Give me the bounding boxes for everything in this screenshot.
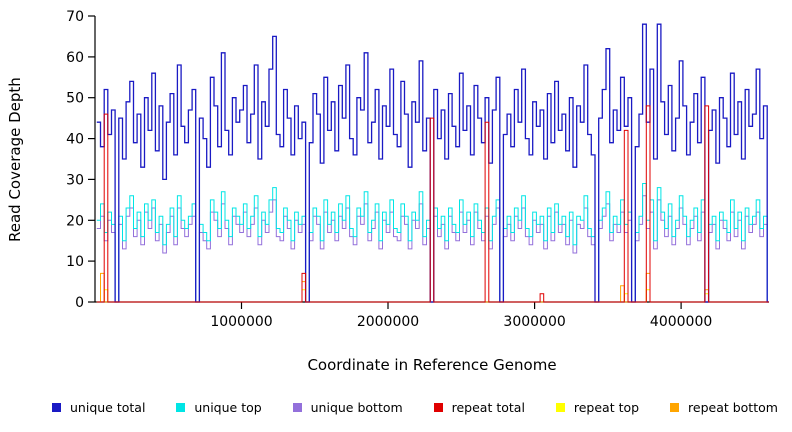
repeat-bottom-swatch-icon	[670, 402, 680, 412]
repeat-top-swatch-icon	[555, 402, 565, 412]
legend-item-repeat-bottom: repeat bottom	[670, 400, 778, 415]
legend-label: unique top	[194, 399, 262, 415]
series-repeat-total	[96, 105, 769, 303]
y-tick-label: 10	[66, 254, 84, 270]
legend-label: repeat top	[573, 399, 640, 415]
y-tick-label: 70	[66, 9, 84, 25]
y-tick-label: 20	[66, 213, 84, 229]
legend-item-unique-total: unique total	[52, 400, 145, 415]
legend-label: repeat total	[451, 399, 525, 415]
unique-top-swatch-icon	[176, 402, 186, 412]
legend-item-repeat-top: repeat top	[555, 399, 640, 415]
x-tick-label: 2000000	[357, 314, 419, 330]
series-unique-top	[96, 183, 769, 303]
legend-label: unique total	[70, 399, 146, 415]
legend-item-repeat-total: repeat total	[433, 399, 525, 415]
y-tick-label: 0	[75, 295, 84, 311]
legend-label: repeat bottom	[688, 399, 778, 415]
unique-total-swatch-icon	[52, 402, 61, 412]
legend-item-unique-bottom: unique bottom	[292, 399, 403, 415]
y-tick-label: 60	[66, 50, 84, 66]
x-tick-label: 3000000	[503, 314, 565, 330]
x-tick-label: 1000000	[210, 314, 272, 330]
series-unique-total	[96, 23, 769, 303]
unique-bottom-swatch-icon	[292, 402, 302, 412]
coverage-chart: 0 10 20 30 40 50 60 70 1000000 2000000 3000000 4000…	[66, 9, 769, 330]
y-axis-label: Read Coverage Depth	[6, 77, 24, 243]
y-tick-label: 40	[66, 132, 84, 148]
x-tick-label: 4000000	[650, 314, 712, 330]
repeat-total-swatch-icon	[433, 402, 443, 412]
series-repeat-top	[96, 289, 769, 303]
y-tick-label: 50	[66, 91, 84, 107]
legend-item-unique-top: unique top	[176, 399, 262, 415]
x-axis-label: Coordinate in Reference Genome	[307, 356, 557, 374]
legend-label: unique bottom	[310, 399, 403, 415]
y-tick-label: 30	[66, 172, 84, 188]
series-repeat-bottom	[96, 272, 769, 303]
legend: unique total unique top unique bottom re…	[0, 394, 792, 420]
